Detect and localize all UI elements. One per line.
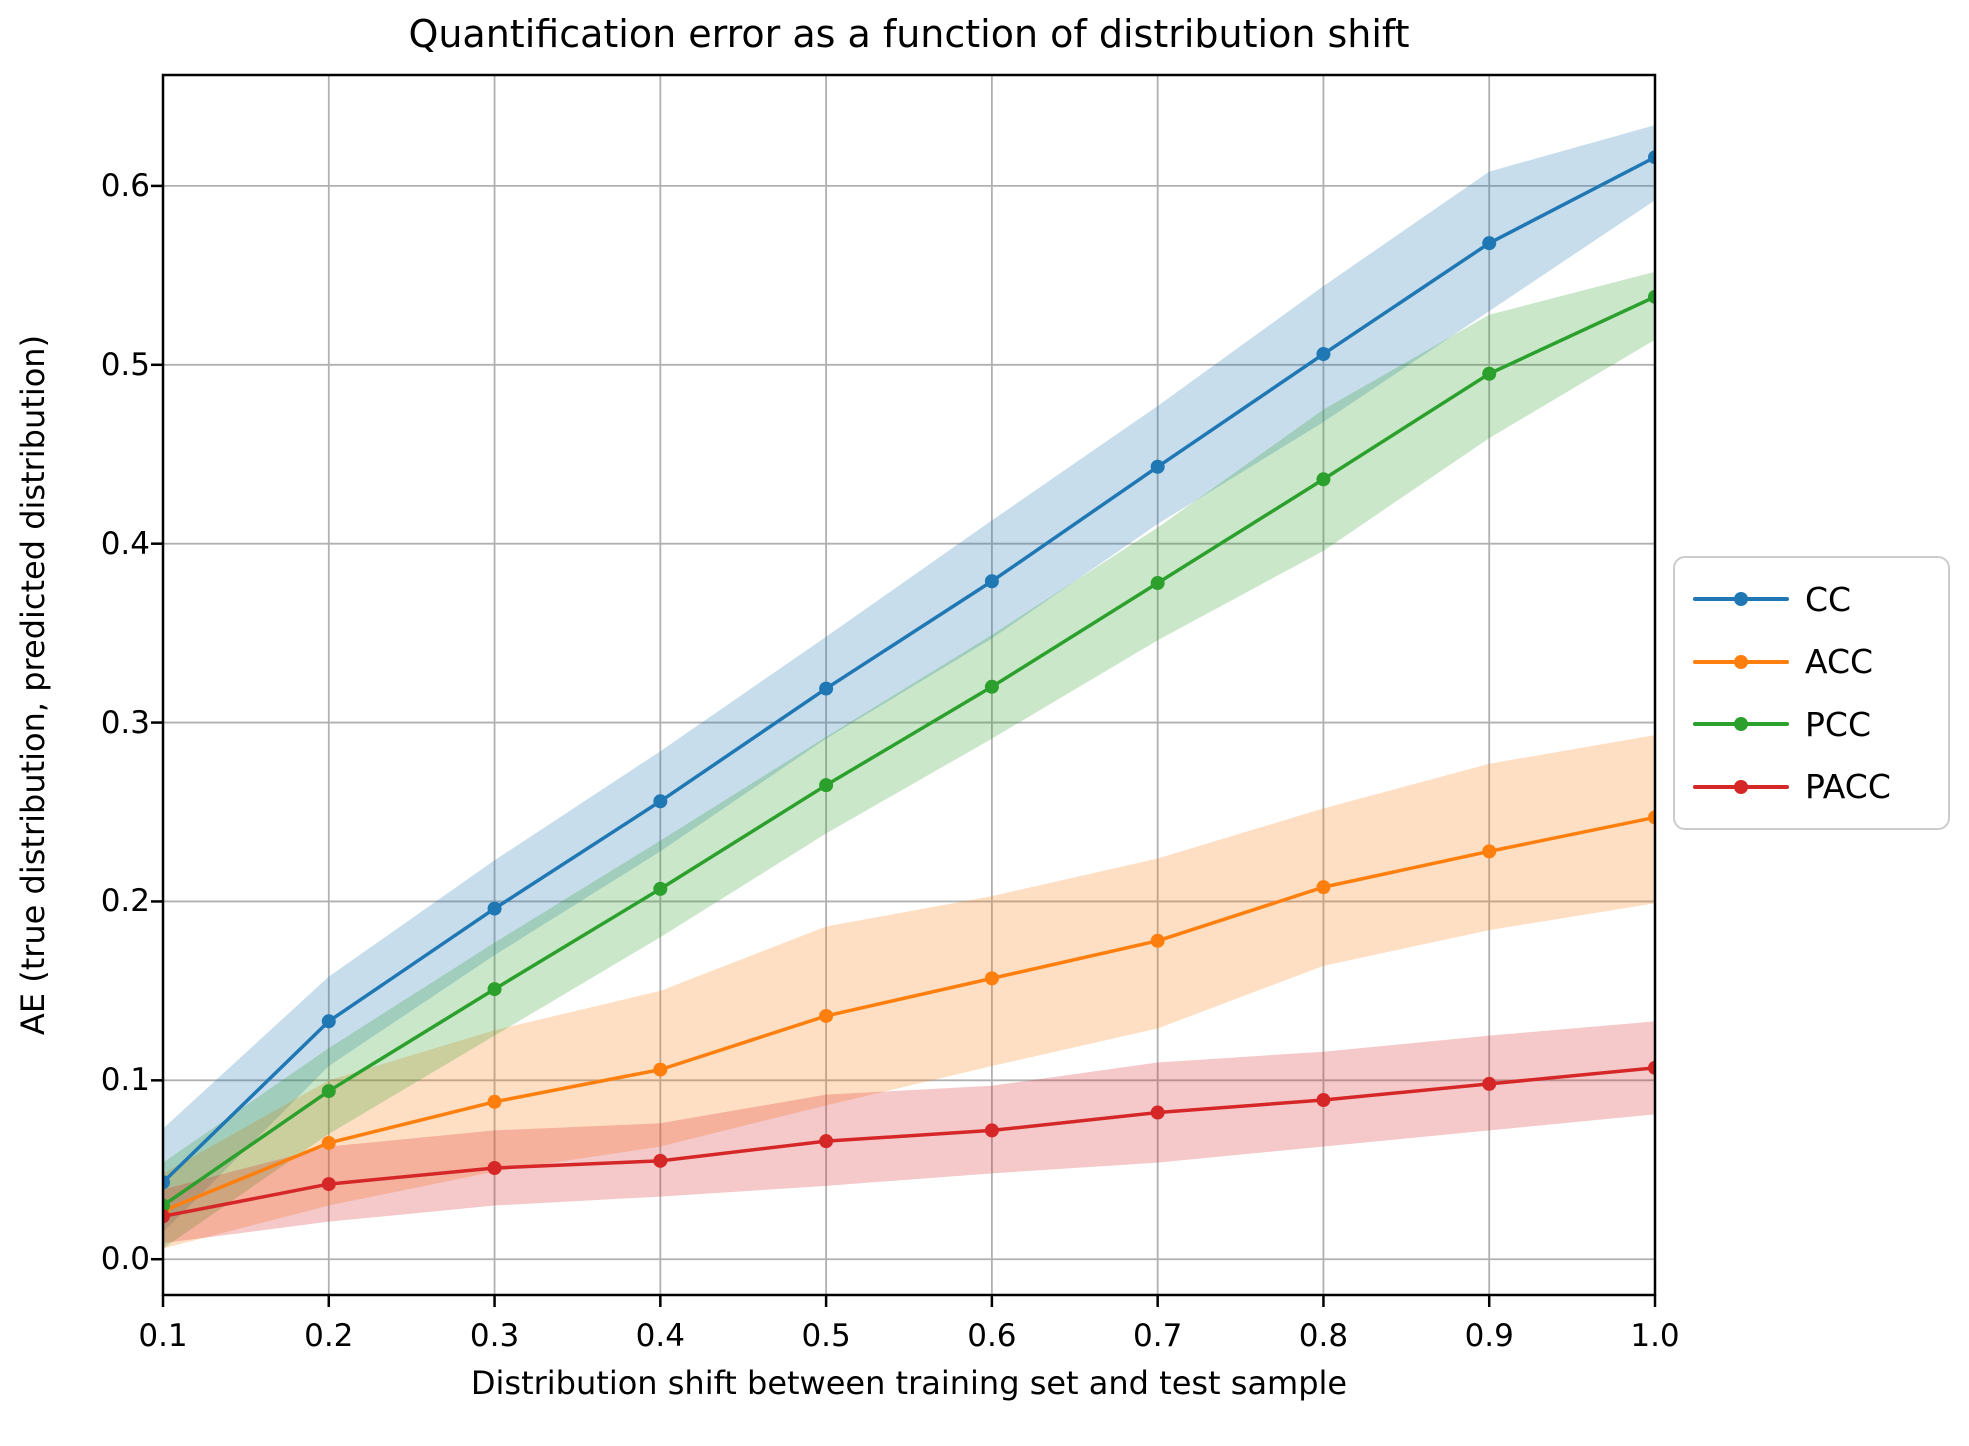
series-line-PACC	[163, 1066, 1655, 1219]
x-tick-label: 0.8	[1298, 1318, 1349, 1354]
series-markers-CC	[163, 150, 1655, 1190]
legend-item-CC: CC	[1675, 580, 1948, 619]
data-point	[321, 1177, 336, 1192]
data-point	[1482, 844, 1497, 859]
data-point	[1316, 1093, 1331, 1108]
legend-label: CC	[1805, 579, 1852, 619]
legend-label: PCC	[1805, 704, 1871, 744]
x-tick-label: 1.0	[1630, 1318, 1680, 1354]
legend-dot-icon	[1734, 779, 1748, 794]
y-tick-label: 0.3	[100, 704, 150, 741]
series-markers-ACC	[163, 810, 1655, 1218]
plot-border	[161, 73, 1657, 1297]
data-point	[1648, 289, 1655, 304]
data-point	[1150, 933, 1165, 948]
data-point	[1482, 236, 1497, 251]
data-point	[1316, 347, 1331, 362]
legend-label: ACC	[1805, 642, 1874, 682]
data-point	[653, 1062, 668, 1077]
legend-line-marker-icon	[1693, 654, 1789, 669]
chart-title: Quantification error as a function of di…	[408, 12, 1410, 56]
data-point	[163, 1198, 170, 1213]
y-tick-label: 0.2	[100, 883, 150, 920]
data-point	[1482, 1076, 1497, 1091]
y-tick-label: 0.5	[100, 346, 150, 383]
confidence-band-CC	[163, 125, 1655, 1233]
data-point	[487, 1160, 502, 1175]
x-tick-label: 0.4	[635, 1318, 685, 1354]
legend: CC ACC PCC PACC	[1673, 556, 1950, 830]
x-tick-label: 0.1	[138, 1318, 188, 1354]
data-point	[819, 1134, 834, 1149]
data-point	[321, 1135, 336, 1150]
series-line-PCC	[163, 295, 1655, 1208]
data-point	[163, 1175, 170, 1190]
data-point	[984, 1123, 999, 1138]
data-point	[984, 971, 999, 986]
data-point	[1648, 150, 1655, 165]
series-line-ACC	[163, 815, 1655, 1213]
data-point	[653, 1153, 668, 1168]
data-point	[487, 982, 502, 997]
x-tick-label: 0.5	[801, 1318, 851, 1354]
legend-dot-icon	[1734, 592, 1748, 607]
legend-line-marker-icon	[1693, 779, 1789, 794]
legend-item-PCC: PCC	[1675, 705, 1948, 744]
legend-line-marker-icon	[1693, 592, 1789, 607]
data-point	[819, 778, 834, 793]
data-point	[1648, 1060, 1655, 1075]
confidence-band-ACC	[163, 735, 1655, 1249]
data-point	[321, 1014, 336, 1029]
confidence-band-PACC	[163, 1021, 1655, 1244]
data-point	[163, 1209, 170, 1224]
x-tick-label: 0.2	[304, 1318, 354, 1354]
confidence-band-PCC	[163, 271, 1655, 1249]
legend-item-ACC: ACC	[1675, 642, 1948, 681]
data-point	[1150, 459, 1165, 474]
data-point	[1316, 880, 1331, 895]
legend-item-PACC: PACC	[1675, 767, 1948, 806]
y-tick-label: 0.6	[100, 167, 150, 204]
y-tick-label: 0.1	[100, 1062, 150, 1099]
x-tick-label: 0.9	[1464, 1318, 1514, 1354]
y-tick-label: 0.4	[100, 525, 150, 562]
data-point	[984, 574, 999, 589]
data-point	[1150, 1105, 1165, 1120]
legend-line-marker-icon	[1693, 717, 1789, 732]
series-line-CC	[163, 155, 1655, 1185]
data-point	[984, 679, 999, 694]
legend-dot-icon	[1734, 717, 1748, 732]
data-point	[653, 794, 668, 809]
data-point	[1316, 472, 1331, 487]
data-point	[1482, 366, 1497, 381]
data-point	[487, 1094, 502, 1109]
x-tick-label: 0.7	[1133, 1318, 1183, 1354]
x-tick-label: 0.6	[967, 1318, 1017, 1354]
data-point	[819, 1008, 834, 1023]
data-point	[321, 1084, 336, 1099]
data-point	[487, 901, 502, 916]
data-point	[1150, 576, 1165, 591]
legend-label: PACC	[1805, 767, 1891, 807]
x-tick-label: 0.3	[469, 1318, 520, 1354]
series-markers-PCC	[163, 289, 1655, 1213]
data-point	[1648, 810, 1655, 825]
x-axis-label: Distribution shift between training set …	[470, 1364, 1348, 1402]
series-group	[163, 125, 1655, 1249]
data-point	[819, 681, 834, 696]
y-tick-label: 0.0	[100, 1241, 150, 1278]
data-point	[653, 881, 668, 896]
legend-dot-icon	[1734, 654, 1748, 669]
axis-ticks	[151, 184, 1657, 1307]
series-markers-PACC	[163, 1060, 1655, 1224]
